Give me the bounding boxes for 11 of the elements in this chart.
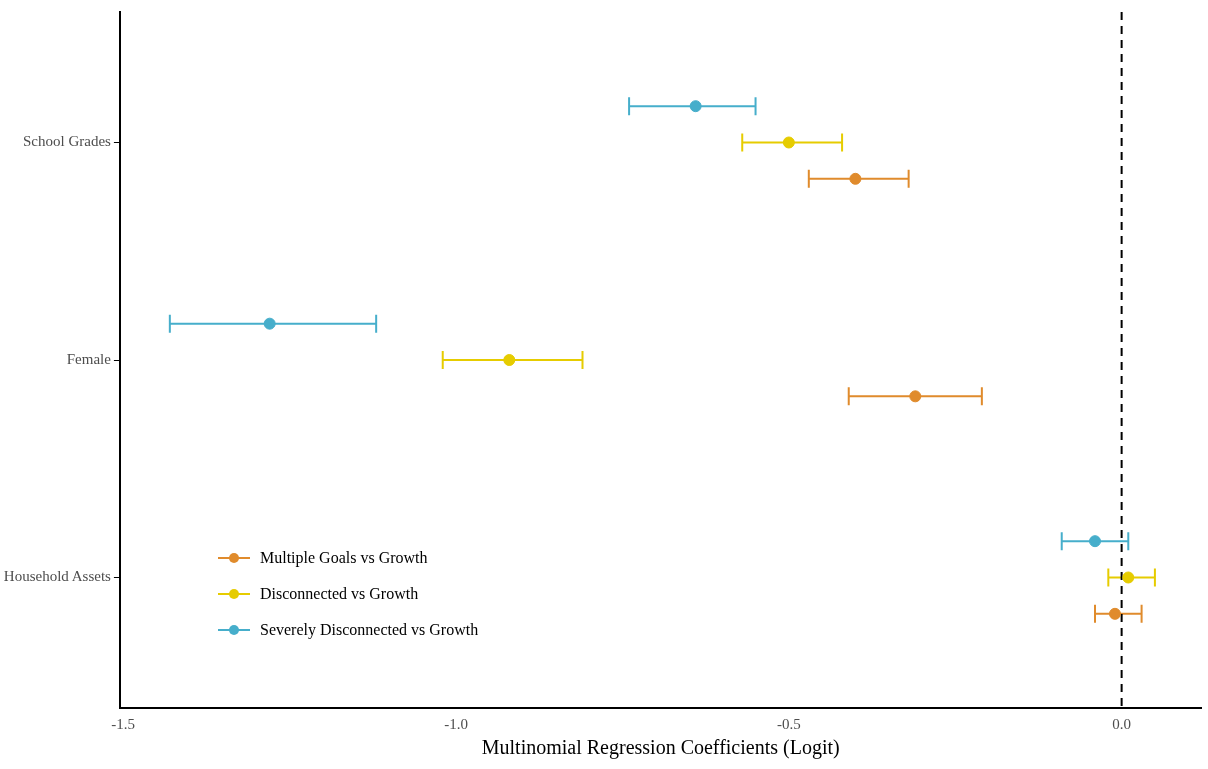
- y-tick-label: Female: [66, 350, 112, 367]
- legend-label: Disconnected vs Growth: [260, 585, 419, 603]
- legend-label: Multiple Goals vs Growth: [260, 549, 428, 567]
- y-tick-label: School Grades: [23, 133, 112, 150]
- x-tick-label: 0.0: [1112, 715, 1131, 732]
- y-tick-label: Household Assets: [3, 568, 112, 585]
- x-tick-label: -1.0: [444, 715, 468, 732]
- x-tick-label: -0.5: [776, 715, 801, 732]
- x-axis-title: Multinomial Regression Coefficients (Logit): [481, 736, 840, 760]
- x-tick-label: -1.5: [111, 715, 136, 732]
- legend-label: Severely Disconnected vs Growth: [260, 621, 479, 639]
